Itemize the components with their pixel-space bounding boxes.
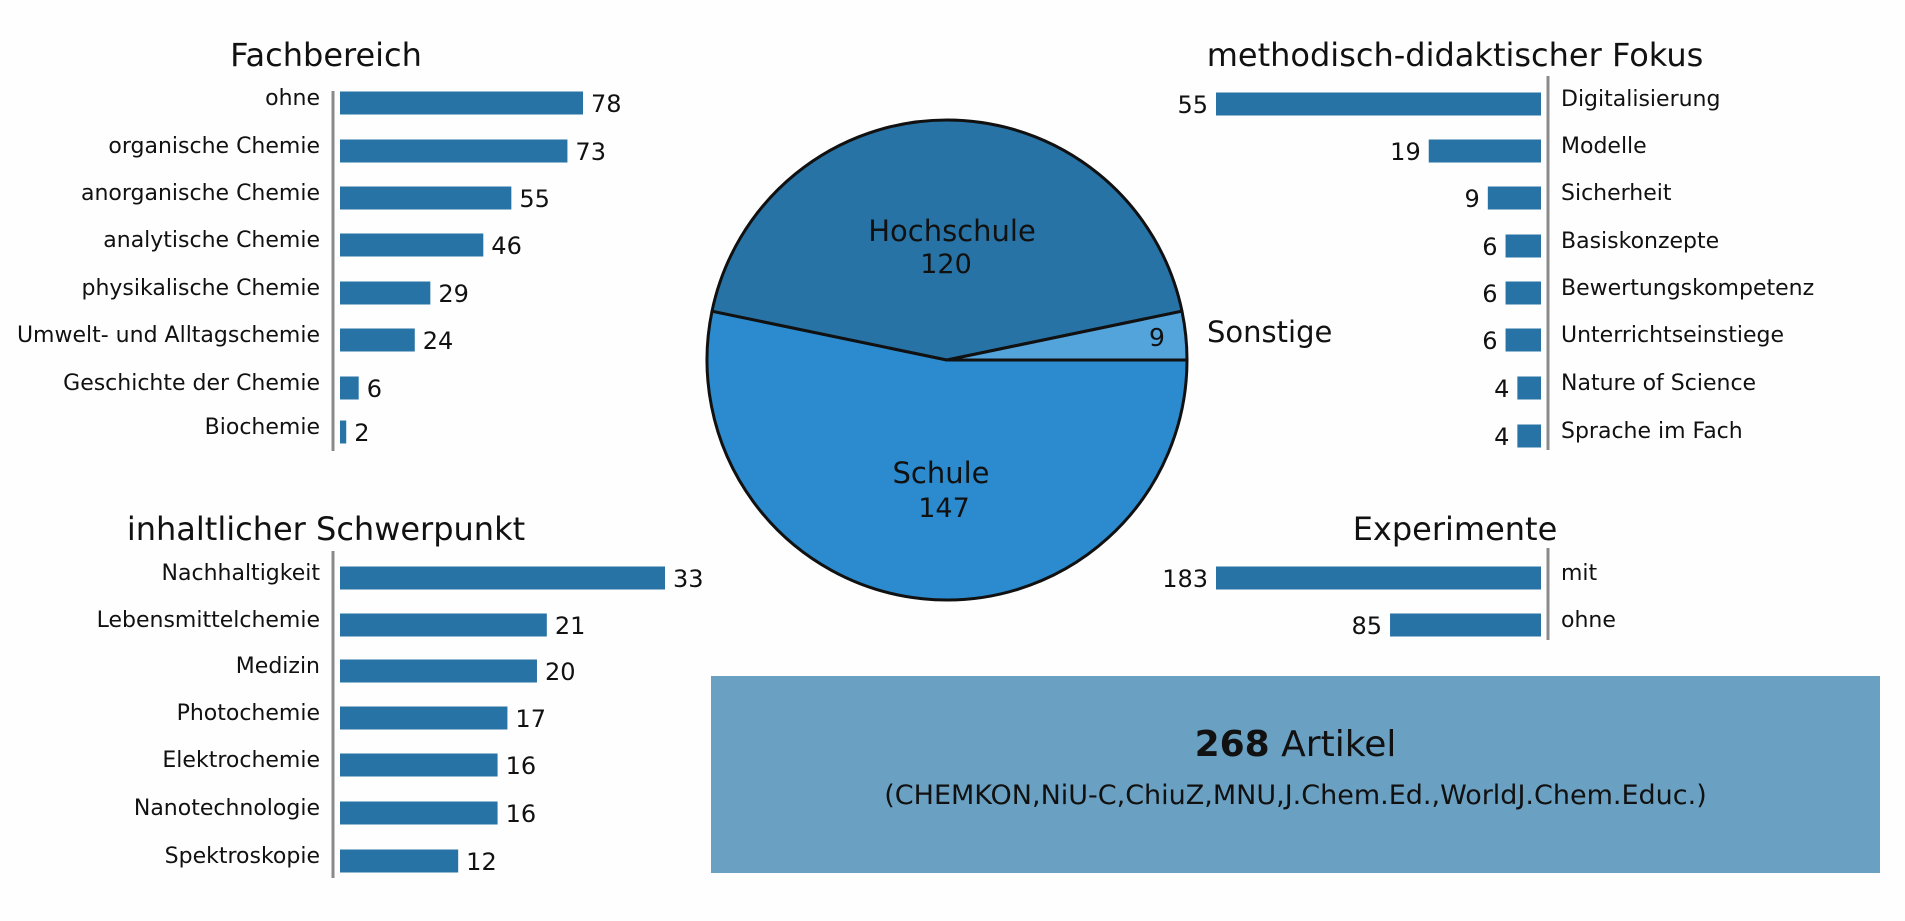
category-label: ohne xyxy=(265,86,320,111)
bar xyxy=(340,186,512,210)
data-label: 2 xyxy=(354,419,369,447)
bar xyxy=(1487,186,1541,210)
data-label: 29 xyxy=(438,280,469,308)
bar xyxy=(1505,234,1541,258)
bar xyxy=(340,753,498,777)
category-label: Biochemie xyxy=(205,415,320,440)
bar xyxy=(340,281,431,305)
chart-title: inhaltlicher Schwerpunkt xyxy=(127,510,525,548)
data-label: 12 xyxy=(466,848,497,876)
bar xyxy=(340,139,568,163)
pie-label-schule: Schule xyxy=(892,456,989,490)
pie-slice-hochschule xyxy=(710,118,1184,362)
data-label: 78 xyxy=(591,90,622,118)
category-label: Photochemie xyxy=(177,701,320,726)
bar xyxy=(340,233,484,257)
category-label: Sicherheit xyxy=(1561,181,1672,206)
data-label: 24 xyxy=(423,327,454,355)
data-label: 85 xyxy=(1351,612,1382,640)
category-label: Nanotechnologie xyxy=(134,796,320,821)
bar xyxy=(1428,139,1541,163)
pie-value-schule: 147 xyxy=(918,493,970,524)
data-label: 19 xyxy=(1390,138,1421,166)
data-label: 6 xyxy=(367,375,382,403)
data-label: 183 xyxy=(1162,565,1208,593)
data-label: 6 xyxy=(1482,327,1497,355)
data-label: 55 xyxy=(1177,91,1208,119)
data-label: 33 xyxy=(673,565,704,593)
bar xyxy=(1517,376,1541,400)
category-label: Sprache im Fach xyxy=(1561,419,1743,444)
article-sources: (CHEMKON,NiU-C,ChiuZ,MNU,J.Chem.Ed.,Worl… xyxy=(884,780,1707,811)
bar xyxy=(340,849,459,873)
pie-slice-sonstige xyxy=(945,309,1189,362)
data-label: 55 xyxy=(519,185,550,213)
article-count-label: Artikel xyxy=(1281,724,1397,765)
data-label: 20 xyxy=(545,658,576,686)
category-label: Unterrichtseinstiege xyxy=(1561,323,1784,348)
data-label: 17 xyxy=(515,705,546,733)
category-label: Umwelt- und Alltagschemie xyxy=(17,323,320,348)
category-label: Spektroskopie xyxy=(165,844,320,869)
category-label: anorganische Chemie xyxy=(81,181,320,206)
category-label: analytische Chemie xyxy=(103,228,320,253)
bar xyxy=(340,420,347,444)
bar xyxy=(1216,566,1541,590)
category-label: Basiskonzepte xyxy=(1561,229,1719,254)
bar xyxy=(340,659,537,683)
data-label: 16 xyxy=(506,800,537,828)
chart-title: Experimente xyxy=(1353,510,1558,548)
category-label: Digitalisierung xyxy=(1561,87,1720,112)
category-label: organische Chemie xyxy=(108,134,320,159)
category-label: Medizin xyxy=(236,654,320,679)
summary-box: 268 Artikel (CHEMKON,NiU-C,ChiuZ,MNU,J.C… xyxy=(711,676,1880,873)
bar xyxy=(340,613,547,637)
bar xyxy=(340,706,508,730)
category-label: Elektrochemie xyxy=(162,748,320,773)
data-label: 73 xyxy=(575,138,606,166)
bar xyxy=(1216,92,1541,116)
bar xyxy=(340,328,415,352)
chart-title: methodisch-didaktischer Fokus xyxy=(1207,36,1704,74)
data-label: 21 xyxy=(555,612,586,640)
article-count: 268 xyxy=(1194,724,1270,765)
data-label: 16 xyxy=(506,752,537,780)
data-label: 6 xyxy=(1482,233,1497,261)
category-label: ohne xyxy=(1561,608,1616,633)
bar xyxy=(340,376,359,400)
data-label: 46 xyxy=(491,232,522,260)
pie-value-hochschule: 120 xyxy=(920,249,972,280)
bar xyxy=(340,801,498,825)
data-label: 9 xyxy=(1465,185,1480,213)
category-label: Nachhaltigkeit xyxy=(162,561,321,586)
bar xyxy=(340,566,665,590)
bar xyxy=(1505,328,1541,352)
data-label: 4 xyxy=(1494,423,1509,451)
bar xyxy=(1505,281,1541,305)
category-label: Modelle xyxy=(1561,134,1647,159)
category-label: physikalische Chemie xyxy=(81,276,320,301)
data-label: 6 xyxy=(1482,280,1497,308)
category-label: Geschichte der Chemie xyxy=(63,371,320,396)
pie-label-hochschule: Hochschule xyxy=(868,214,1036,248)
bar xyxy=(1390,613,1541,637)
pie-slice-schule xyxy=(705,309,1189,602)
chart-title: Fachbereich xyxy=(230,36,422,74)
category-label: Lebensmittelchemie xyxy=(97,608,320,633)
data-label: 4 xyxy=(1494,375,1509,403)
bar xyxy=(340,91,583,115)
category-label: mit xyxy=(1561,561,1598,586)
category-label: Bewertungskompetenz xyxy=(1561,276,1814,301)
pie-value-sonstige: 9 xyxy=(1149,323,1165,352)
pie-label-sonstige: Sonstige xyxy=(1207,315,1332,349)
bar xyxy=(1517,424,1541,448)
article-count-line: 268 Artikel xyxy=(711,724,1880,765)
category-label: Nature of Science xyxy=(1561,371,1756,396)
